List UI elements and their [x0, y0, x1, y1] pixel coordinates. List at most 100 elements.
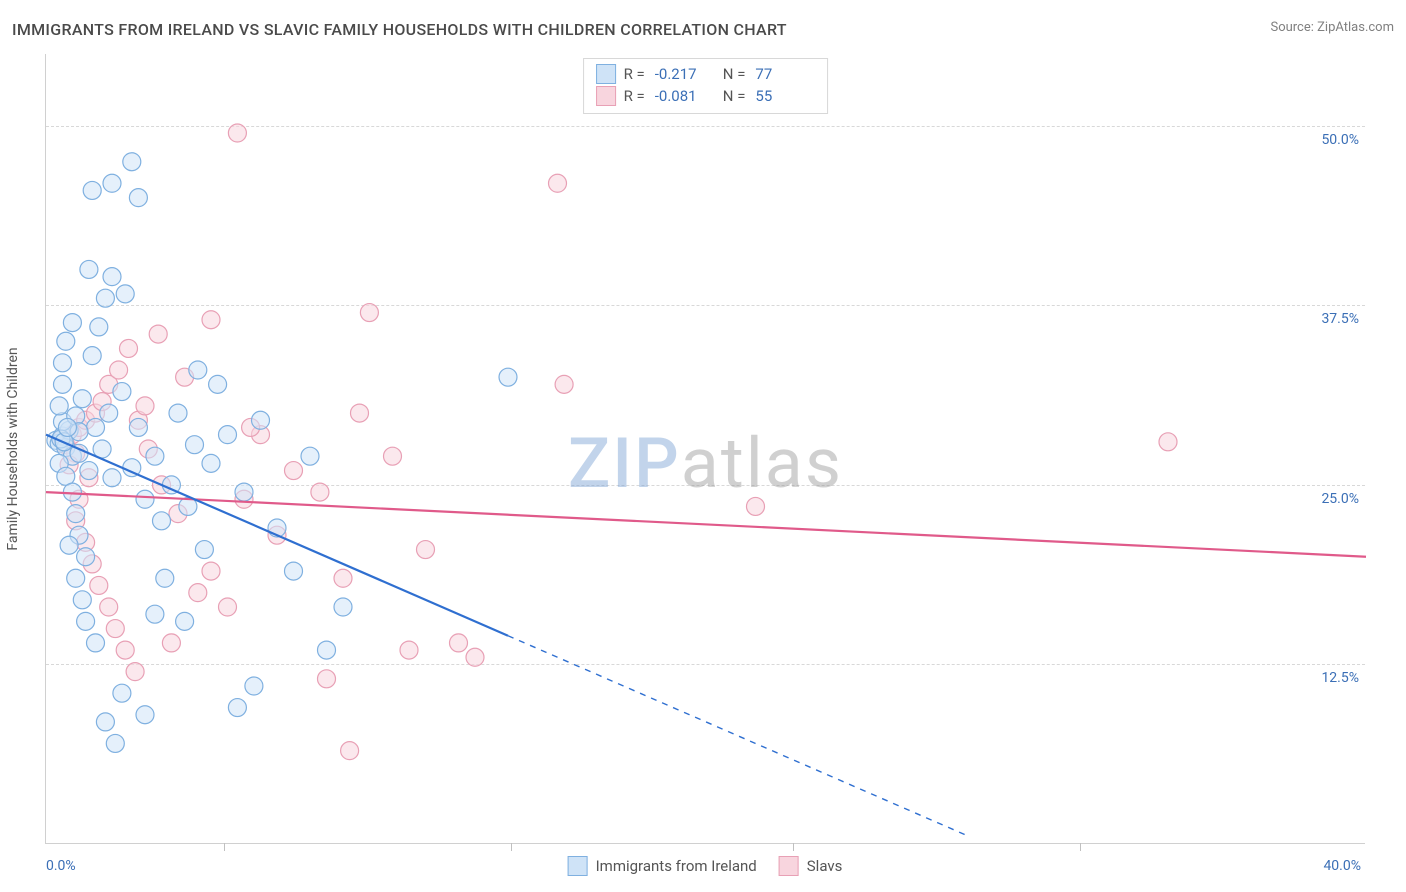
legend-series: Immigrants from Ireland Slavs — [568, 856, 843, 876]
slavs-trend-line — [46, 492, 1366, 557]
legend-swatch — [779, 856, 799, 876]
ireland-point — [63, 314, 81, 332]
slavs-point — [149, 325, 167, 343]
ireland-point — [116, 285, 134, 303]
slavs-point — [90, 576, 108, 594]
ireland-point — [318, 641, 336, 659]
ireland-point — [202, 454, 220, 472]
slavs-point — [351, 404, 369, 422]
chart-svg — [46, 54, 1365, 843]
ireland-point — [67, 505, 85, 523]
slavs-point — [136, 397, 154, 415]
r-label: R = — [624, 63, 645, 85]
slavs-point — [219, 598, 237, 616]
ireland-point — [156, 569, 174, 587]
ireland-point — [219, 426, 237, 444]
ireland-point — [103, 469, 121, 487]
ireland-point — [169, 404, 187, 422]
ireland-point — [83, 347, 101, 365]
slavs-point — [116, 641, 134, 659]
ireland-point — [90, 318, 108, 336]
slavs-point — [417, 541, 435, 559]
ireland-point — [195, 541, 213, 559]
legend-row: R = -0.081 N = 55 — [596, 85, 816, 107]
ireland-point — [146, 605, 164, 623]
ireland-point — [252, 411, 270, 429]
ireland-point — [87, 634, 105, 652]
slavs-point — [100, 598, 118, 616]
ireland-point — [228, 699, 246, 717]
x-tick-label: 0.0% — [46, 858, 76, 874]
x-tick — [224, 843, 225, 851]
legend-label: Slavs — [807, 857, 843, 875]
ireland-point — [83, 181, 101, 199]
ireland-point — [176, 612, 194, 630]
ireland-point — [153, 512, 171, 530]
slavs-point — [110, 361, 128, 379]
slavs-point — [202, 562, 220, 580]
ireland-point — [96, 713, 114, 731]
slavs-point — [466, 648, 484, 666]
ireland-point — [123, 153, 141, 171]
ireland-point — [209, 375, 227, 393]
source-label: Source: ZipAtlas.com — [1270, 20, 1394, 35]
slavs-point — [120, 339, 138, 357]
ireland-point — [245, 677, 263, 695]
ireland-point — [58, 418, 76, 436]
ireland-point — [50, 397, 68, 415]
ireland-point — [80, 260, 98, 278]
slavs-point — [384, 447, 402, 465]
slavs-point — [360, 304, 378, 322]
slavs-point — [747, 497, 765, 515]
slavs-point — [400, 641, 418, 659]
ireland-point — [189, 361, 207, 379]
ireland-trend-line-ext — [508, 636, 970, 837]
x-tick — [793, 843, 794, 851]
x-tick — [1080, 843, 1081, 851]
r-label: R = — [624, 85, 645, 107]
legend-swatch — [568, 856, 588, 876]
ireland-point — [67, 569, 85, 587]
ireland-point — [235, 483, 253, 501]
ireland-point — [136, 706, 154, 724]
ireland-point — [54, 354, 72, 372]
slavs-point — [189, 584, 207, 602]
slavs-point — [285, 462, 303, 480]
plot-wrap: ZIPatlas R =-0.217N =77R =-0.081N =55 12… — [45, 54, 1365, 844]
n-label: N = — [723, 63, 746, 85]
slavs-point — [1159, 433, 1177, 451]
slavs-point — [311, 483, 329, 501]
legend-swatch — [596, 86, 616, 106]
legend-label: Immigrants from Ireland — [596, 857, 757, 875]
n-value: 77 — [755, 63, 815, 85]
ireland-point — [499, 368, 517, 386]
ireland-point — [60, 536, 78, 554]
slavs-point — [450, 634, 468, 652]
x-tick-label: 40.0% — [1323, 858, 1361, 874]
slavs-point — [318, 670, 336, 688]
ireland-point — [80, 462, 98, 480]
y-axis-title: Family Households with Children — [5, 347, 21, 550]
n-label: N = — [723, 85, 746, 107]
ireland-point — [100, 404, 118, 422]
slavs-point — [549, 174, 567, 192]
ireland-point — [186, 436, 204, 454]
ireland-point — [77, 548, 95, 566]
slavs-point — [334, 569, 352, 587]
ireland-point — [87, 418, 105, 436]
ireland-point — [57, 332, 75, 350]
ireland-point — [103, 268, 121, 286]
x-tick — [511, 843, 512, 851]
ireland-point — [129, 418, 147, 436]
ireland-point — [73, 591, 91, 609]
slavs-point — [341, 742, 359, 760]
ireland-point — [54, 375, 72, 393]
ireland-point — [129, 189, 147, 207]
slavs-point — [162, 634, 180, 652]
slavs-point — [555, 375, 573, 393]
legend-correlation: R =-0.217N =77R =-0.081N =55 — [583, 58, 829, 114]
slavs-point — [202, 311, 220, 329]
ireland-point — [77, 612, 95, 630]
n-value: 55 — [755, 85, 815, 107]
r-value: -0.081 — [655, 85, 715, 107]
